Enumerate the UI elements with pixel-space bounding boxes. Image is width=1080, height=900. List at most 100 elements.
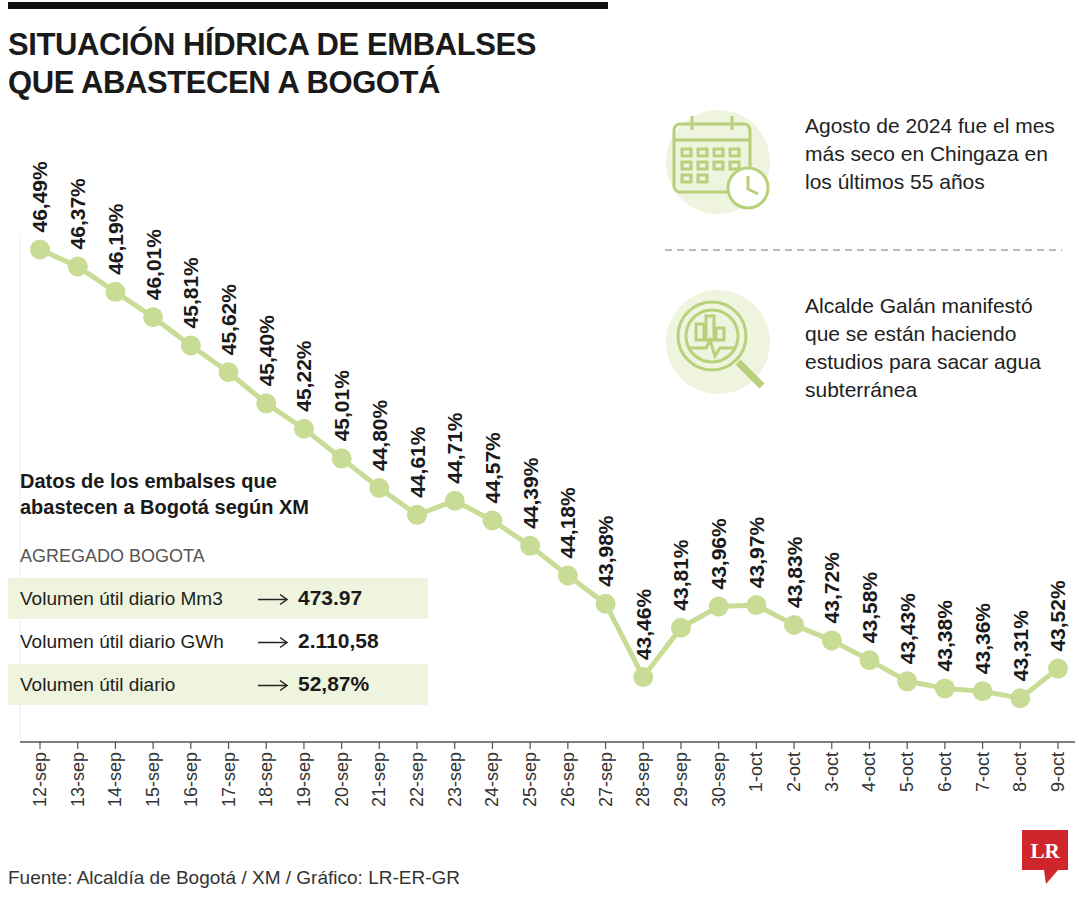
data-point bbox=[633, 667, 653, 687]
handle bbox=[738, 362, 762, 386]
data-label: 45,01% bbox=[330, 370, 353, 442]
data-point bbox=[784, 615, 804, 635]
x-tick-label: 20-sep bbox=[332, 752, 352, 807]
calendar-cell bbox=[682, 162, 691, 169]
arrow-head bbox=[280, 681, 287, 691]
x-tick bbox=[379, 742, 380, 749]
data-point bbox=[558, 565, 578, 585]
data-point bbox=[256, 393, 276, 413]
x-tick-label: 1-oct bbox=[746, 752, 766, 792]
data-label: 43,43% bbox=[896, 593, 919, 665]
x-tick-label: 3-oct bbox=[822, 752, 842, 792]
table-row-bg bbox=[8, 664, 428, 705]
x-tick-label: 8-oct bbox=[1010, 752, 1030, 792]
x-tick-label: 19-sep bbox=[294, 752, 314, 807]
data-label: 43,83% bbox=[783, 536, 806, 608]
table-row-value: 2.110,58 bbox=[298, 628, 379, 654]
x-tick bbox=[982, 742, 983, 749]
top-rule bbox=[8, 2, 608, 9]
x-tick-label: 7-oct bbox=[973, 752, 993, 792]
data-point bbox=[219, 362, 239, 382]
x-tick-label: 30-sep bbox=[709, 752, 729, 807]
data-point bbox=[369, 478, 389, 498]
calendar-cell bbox=[682, 149, 691, 156]
x-tick-label: 28-sep bbox=[633, 752, 653, 807]
data-label: 45,40% bbox=[255, 315, 278, 387]
data-label: 43,58% bbox=[858, 572, 881, 644]
x-tick-label: 9-oct bbox=[1048, 752, 1068, 792]
table-row-bg bbox=[8, 578, 428, 619]
x-tick-label: 2-oct bbox=[784, 752, 804, 792]
data-label: 45,62% bbox=[217, 284, 240, 356]
table-row-value: 473.97 bbox=[298, 585, 362, 611]
data-label: 45,22% bbox=[292, 340, 315, 412]
lens bbox=[678, 302, 746, 370]
table-title: Datos de los embalses que abastecen a Bo… bbox=[20, 468, 350, 520]
data-label: 43,46% bbox=[632, 589, 655, 661]
data-point bbox=[859, 650, 879, 670]
x-tick bbox=[643, 742, 644, 749]
data-point bbox=[332, 448, 352, 468]
x-tick bbox=[115, 742, 116, 749]
x-tick-label: 17-sep bbox=[219, 752, 239, 807]
calendar-icon bbox=[674, 116, 768, 208]
arrow-head bbox=[280, 595, 287, 605]
x-tick bbox=[944, 742, 945, 749]
calendar-bar bbox=[674, 139, 750, 142]
data-point bbox=[520, 536, 540, 556]
logo-bg bbox=[1022, 830, 1068, 870]
calendar-cell bbox=[698, 175, 707, 182]
icon-bar bbox=[706, 316, 714, 340]
x-tick bbox=[1020, 742, 1021, 749]
x-tick-label: 24-sep bbox=[482, 752, 502, 807]
data-label: 44,61% bbox=[406, 426, 429, 498]
x-tick bbox=[77, 742, 78, 749]
data-point bbox=[822, 630, 842, 650]
icon-bar bbox=[716, 328, 724, 340]
x-tick bbox=[492, 742, 493, 749]
data-label: 44,71% bbox=[443, 412, 466, 484]
table-subtitle: AGREGADO BOGOTA bbox=[20, 544, 205, 568]
separator bbox=[665, 249, 1062, 250]
annotation: Agosto de 2024 fue el mes más seco en Ch… bbox=[805, 112, 1070, 196]
table-row-value: 52,87% bbox=[298, 671, 369, 697]
source: Fuente: Alcaldía de Bogotá / XM / Gráfic… bbox=[8, 866, 460, 890]
data-label: 44,80% bbox=[368, 399, 391, 471]
calendar-cell bbox=[698, 149, 707, 156]
data-point bbox=[596, 594, 616, 614]
table-row-label: Volumen útil diario bbox=[20, 672, 175, 698]
data-label: 43,38% bbox=[933, 600, 956, 672]
data-point bbox=[105, 282, 125, 302]
data-point bbox=[30, 240, 50, 260]
calendar-cell bbox=[698, 162, 707, 169]
arrow bbox=[258, 599, 286, 601]
x-tick-label: 14-sep bbox=[105, 752, 125, 807]
x-tick-label: 29-sep bbox=[671, 752, 691, 807]
data-point bbox=[709, 597, 729, 617]
x-tick-label: 15-sep bbox=[143, 752, 163, 807]
data-label: 44,18% bbox=[556, 487, 579, 559]
data-label: 45,81% bbox=[179, 257, 202, 329]
x-tick-label: 12-sep bbox=[30, 752, 50, 807]
table-row-label: Volumen útil diario GWh bbox=[20, 629, 224, 655]
data-label: 43,96% bbox=[707, 518, 730, 590]
data-label: 43,52% bbox=[1047, 580, 1070, 652]
clock bbox=[728, 168, 768, 208]
data-label: 44,39% bbox=[519, 457, 542, 529]
data-point bbox=[407, 505, 427, 525]
data-point bbox=[181, 335, 201, 355]
table-row-label: Volumen útil diario Mm3 bbox=[20, 586, 223, 612]
icon-bg bbox=[666, 290, 770, 394]
data-point bbox=[143, 307, 163, 327]
data-point bbox=[68, 256, 88, 276]
x-tick-label: 6-oct bbox=[935, 752, 955, 792]
arrow bbox=[258, 642, 286, 644]
x-tick bbox=[153, 742, 154, 749]
data-label: 44,57% bbox=[481, 432, 504, 504]
data-point bbox=[671, 618, 691, 638]
x-tick bbox=[756, 742, 757, 749]
data-label: 43,36% bbox=[971, 603, 994, 675]
icon-bar bbox=[696, 324, 704, 340]
data-point bbox=[294, 419, 314, 439]
x-tick bbox=[718, 742, 719, 749]
